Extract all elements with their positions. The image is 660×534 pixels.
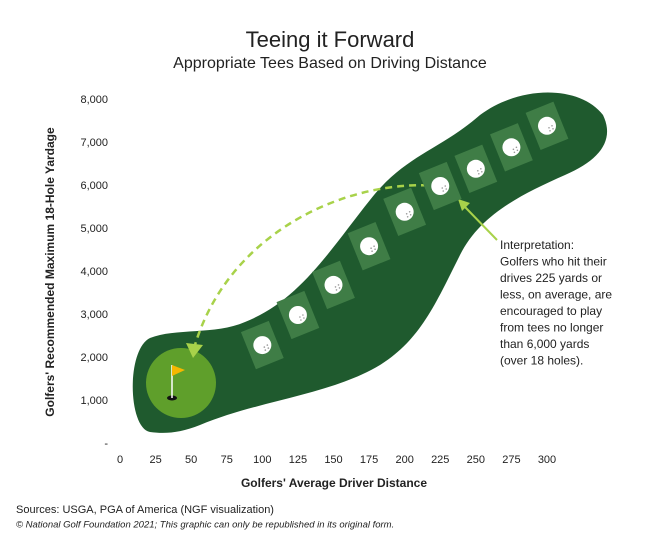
ball-dimple	[409, 214, 412, 216]
ball-dimple	[513, 151, 516, 154]
y-tick-label: 8,000	[80, 94, 108, 106]
ball-dimple	[303, 317, 305, 319]
ball-dimple	[335, 289, 338, 291]
x-tick-label: 125	[289, 454, 307, 466]
ball-dimple	[300, 319, 302, 321]
copyright: © National Golf Foundation 2021; This gr…	[16, 520, 394, 531]
ball-dimple	[549, 130, 551, 132]
annotation-line: (over 18 holes).	[500, 354, 583, 368]
chart-title: Teeing it Forward	[246, 27, 415, 52]
x-tick-label: 300	[538, 454, 556, 466]
ball-dimple	[299, 316, 301, 318]
annotation-line: Golfers who hit their	[500, 255, 607, 269]
x-tick-label: 150	[324, 454, 342, 466]
golf-ball	[538, 116, 556, 135]
golf-ball	[253, 336, 272, 355]
golf-ball	[324, 275, 343, 294]
ball-dimple	[512, 148, 515, 151]
x-tick-label: 275	[502, 454, 520, 466]
ball-dimple	[548, 127, 550, 129]
ball-dimple	[477, 170, 479, 172]
ball-dimple	[481, 171, 483, 173]
x-tick-label: 0	[117, 454, 123, 466]
ball-dimple	[263, 346, 266, 348]
annotation-line: encouraged to play	[500, 304, 602, 318]
x-tick-label: 225	[431, 454, 449, 466]
y-tick-label: 6,000	[80, 180, 108, 192]
putting-green	[146, 348, 216, 418]
arc-arrowhead	[186, 343, 203, 358]
ball-dimple	[266, 344, 269, 346]
golf-ball	[431, 177, 450, 195]
ball-dimple	[267, 347, 270, 349]
ball-dimple	[408, 211, 411, 213]
ball-dimple	[302, 314, 304, 316]
y-tick-label: 2,000	[80, 352, 108, 364]
x-tick-label: 200	[395, 454, 413, 466]
ball-dimple	[264, 349, 267, 351]
annotation-line: from tees no longer	[500, 321, 603, 335]
x-tick-label: 250	[467, 454, 485, 466]
chart-subtitle: Appropriate Tees Based on Driving Distan…	[173, 55, 487, 72]
dashed-arc	[193, 183, 441, 346]
y-tick-label: -	[104, 438, 108, 450]
source: Sources: USGA, PGA of America (NGF visua…	[16, 504, 274, 516]
x-tick-label: 50	[185, 454, 197, 466]
ball-dimple	[442, 190, 445, 192]
y-tick-label: 7,000	[80, 137, 108, 149]
ball-dimple	[373, 245, 375, 247]
x-tick-label: 100	[253, 454, 271, 466]
annotation-line: than 6,000 yards	[500, 337, 589, 351]
ball-dimple	[480, 168, 482, 170]
y-tick-label: 3,000	[80, 309, 108, 321]
annotation-line: less, on average, are	[500, 288, 612, 302]
x-axis-label: Golfers' Average Driver Distance	[241, 476, 427, 490]
tees	[240, 101, 569, 370]
ball-dimple	[516, 149, 519, 152]
x-tick-label: 175	[360, 454, 378, 466]
golf-ball	[502, 138, 521, 157]
ball-dimple	[552, 128, 554, 130]
ball-dimple	[338, 287, 341, 289]
annotation-arrow	[464, 206, 498, 241]
ball-dimple	[337, 284, 340, 286]
y-axis-label: Golfers' Recommended Maximum 18-Hole Yar…	[43, 127, 57, 417]
ball-dimple	[551, 125, 553, 127]
golf-ball	[360, 237, 379, 256]
ball-dimple	[478, 173, 480, 175]
ball-dimple	[370, 247, 372, 249]
ball-dimple	[515, 146, 518, 149]
ball-dimple	[445, 188, 448, 190]
ball-dimple	[405, 213, 408, 215]
annotation-line: drives 225 yards or	[500, 271, 602, 285]
ball-dimple	[334, 286, 337, 288]
ball-dimple	[441, 187, 444, 189]
annotation-arrowhead	[458, 199, 470, 211]
x-tick-label: 25	[149, 454, 161, 466]
y-tick-label: 1,000	[80, 395, 108, 407]
ball-dimple	[374, 248, 376, 250]
ball-dimple	[444, 185, 447, 187]
ball-dimple	[371, 250, 373, 252]
y-tick-label: 4,000	[80, 266, 108, 278]
x-tick-label: 75	[221, 454, 233, 466]
annotation-line: Interpretation:	[500, 238, 574, 252]
flag	[172, 365, 185, 376]
golf-ball	[288, 306, 307, 324]
ball-dimple	[406, 216, 409, 218]
golf-ball	[395, 202, 414, 221]
y-tick-label: 5,000	[80, 223, 108, 235]
golf-ball	[466, 159, 485, 178]
